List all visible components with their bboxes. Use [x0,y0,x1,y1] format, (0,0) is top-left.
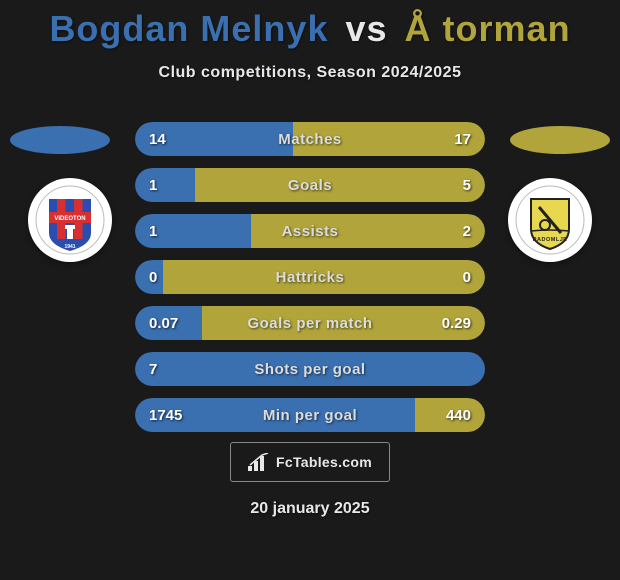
stat-value-left: 7 [135,352,171,386]
fctables-icon [248,453,270,471]
stat-value-right: 440 [432,398,485,432]
footer-brand-text: FcTables.com [276,454,372,470]
stat-bar-right [163,260,485,294]
club-logo-right: RADOMLJE [508,178,592,262]
footer-brand: FcTables.com [230,442,390,482]
stat-row: Goals per match0.070.29 [135,306,485,340]
stat-row: Matches1417 [135,122,485,156]
stat-row: Assists12 [135,214,485,248]
stat-value-left: 1 [135,168,171,202]
stat-bar-left [135,352,485,386]
date-text: 20 january 2025 [0,500,620,518]
stat-value-left: 0 [135,260,171,294]
stat-value-right: 0.29 [428,306,485,340]
club-logo-left: VIDEOTON 1941 [28,178,112,262]
stat-bars-container: Matches1417Goals15Assists12Hattricks00Go… [135,122,485,444]
player1-name: Bogdan Melnyk [49,8,328,49]
radomlje-logo-svg: RADOMLJE [515,185,585,255]
subtitle: Club competitions, Season 2024/2025 [0,64,620,82]
player2-badge-ellipse [510,126,610,154]
stat-value-left: 1745 [135,398,196,432]
club-left-banner-text: VIDEOTON [54,216,85,222]
stat-row: Shots per goal7 [135,352,485,386]
stat-value-right: 0 [449,260,485,294]
stat-bar-right [195,168,486,202]
player2-name: Å torman [405,8,571,49]
club-right-text: RADOMLJE [533,237,568,243]
stat-row: Min per goal1745440 [135,398,485,432]
stat-value-right: 17 [440,122,485,156]
stat-value-right: 2 [449,214,485,248]
comparison-title: Bogdan Melnyk vs Å torman [0,0,620,50]
club-left-year: 1941 [64,244,75,250]
videoton-logo-svg: VIDEOTON 1941 [35,185,105,255]
stat-row: Goals15 [135,168,485,202]
stat-value-right: 5 [449,168,485,202]
stat-row: Hattricks00 [135,260,485,294]
player1-badge-ellipse [10,126,110,154]
vs-separator: vs [345,8,387,49]
stat-value-left: 0.07 [135,306,192,340]
stat-value-left: 1 [135,214,171,248]
stat-value-right [457,352,485,386]
stat-value-left: 14 [135,122,180,156]
